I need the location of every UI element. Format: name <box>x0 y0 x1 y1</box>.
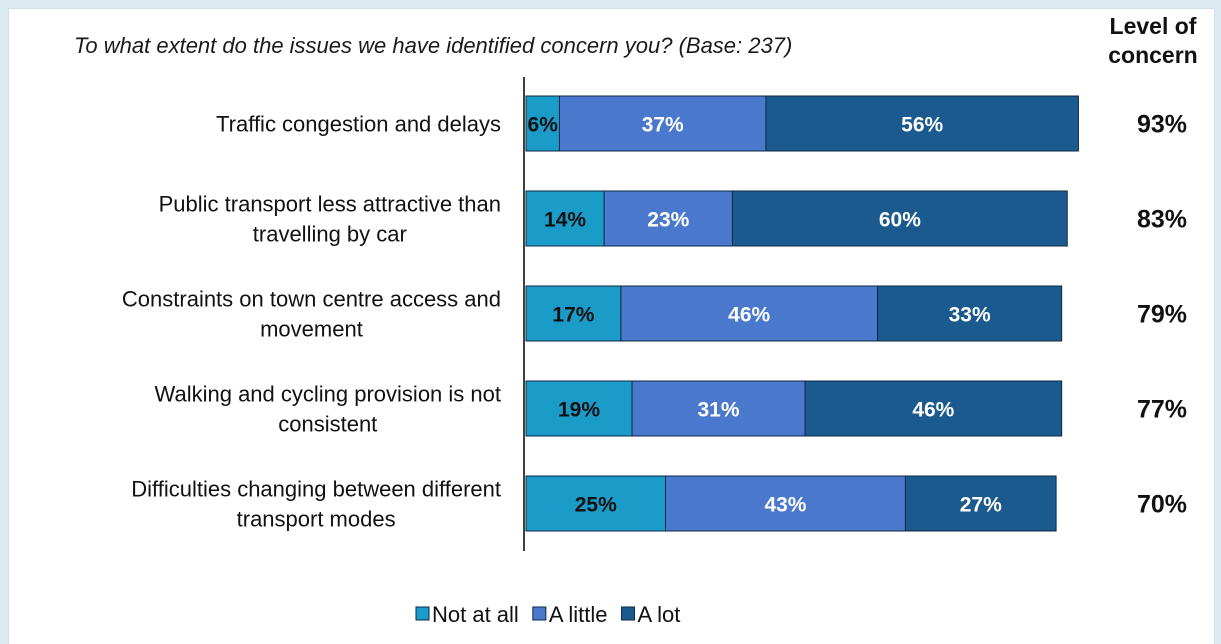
legend: Not at all A little A lot <box>415 602 681 627</box>
bar-segment <box>558 95 767 152</box>
level-of-concern-title-line: concern <box>1108 42 1197 68</box>
category-label: Walking and cycling provision is not <box>155 382 501 407</box>
level-of-concern-title-line: Level of <box>1110 13 1197 39</box>
chart-frame: To what extent do the issues we have ide… <box>8 8 1215 644</box>
bar-segment <box>525 380 633 437</box>
category-label: transport modes <box>237 507 396 532</box>
stacked-bar-chart: To what extent do the issues we have ide… <box>74 13 1198 627</box>
level-of-concern-values: 93% 83% 79% 77% 70% <box>1137 111 1187 519</box>
bar-segment <box>731 190 1068 247</box>
bar-segment <box>804 380 1063 437</box>
legend-swatch <box>415 606 430 621</box>
bar-segment <box>620 285 879 342</box>
bar-segments <box>525 95 1079 532</box>
category-label: Constraints on town centre access and <box>122 287 501 312</box>
bar-data-label: 31% <box>697 399 739 422</box>
bar-data-label: 14% <box>544 209 586 232</box>
category-label: Public transport less attractive than <box>159 192 501 217</box>
legend-label: A lot <box>638 602 681 627</box>
bar-data-label: 43% <box>764 494 806 517</box>
bar-segment <box>877 285 1063 342</box>
category-label: Difficulties changing between different <box>131 477 501 502</box>
legend-label: Not at all <box>432 602 519 627</box>
bar-segment <box>765 95 1079 152</box>
bar-data-label: 19% <box>558 399 600 422</box>
level-of-concern-value: 83% <box>1137 206 1187 234</box>
bar-segment <box>525 475 666 532</box>
bar-data-label: 33% <box>949 304 991 327</box>
bar-data-label: 56% <box>901 114 943 137</box>
segment-data-labels: 6% 37% 56% 14% 23% 60% 17% 46% 33% 19% 31% 46% 25% 43… <box>528 114 1003 517</box>
level-of-concern-value: 77% <box>1137 396 1187 424</box>
category-label: travelling by car <box>253 222 407 247</box>
bar-data-label: 37% <box>642 114 684 137</box>
bar-segment <box>665 475 906 532</box>
level-of-concern-title: Level of concern <box>1108 13 1197 68</box>
bar-data-label: 27% <box>960 494 1002 517</box>
category-label: movement <box>260 317 363 342</box>
bar-segment <box>631 380 806 437</box>
bar-data-label: 23% <box>647 209 689 232</box>
level-of-concern-value: 93% <box>1137 111 1187 139</box>
level-of-concern-value: 79% <box>1137 301 1187 329</box>
chart-title: To what extent do the issues we have ide… <box>74 33 792 58</box>
bar-data-label: 6% <box>528 114 559 137</box>
category-labels: Traffic congestion and delays Public tran… <box>122 112 501 532</box>
bar-data-label: 46% <box>912 399 954 422</box>
legend-swatch <box>621 606 636 621</box>
legend-swatch <box>532 606 547 621</box>
level-of-concern-value: 70% <box>1137 491 1187 519</box>
bar-segment <box>904 475 1057 532</box>
category-label: consistent <box>278 412 377 437</box>
legend-label: A little <box>549 602 608 627</box>
bar-data-label: 25% <box>575 494 617 517</box>
bar-data-label: 46% <box>728 304 770 327</box>
category-label: Traffic congestion and delays <box>216 112 501 137</box>
bar-data-label: 60% <box>879 209 921 232</box>
bar-data-label: 17% <box>552 304 594 327</box>
